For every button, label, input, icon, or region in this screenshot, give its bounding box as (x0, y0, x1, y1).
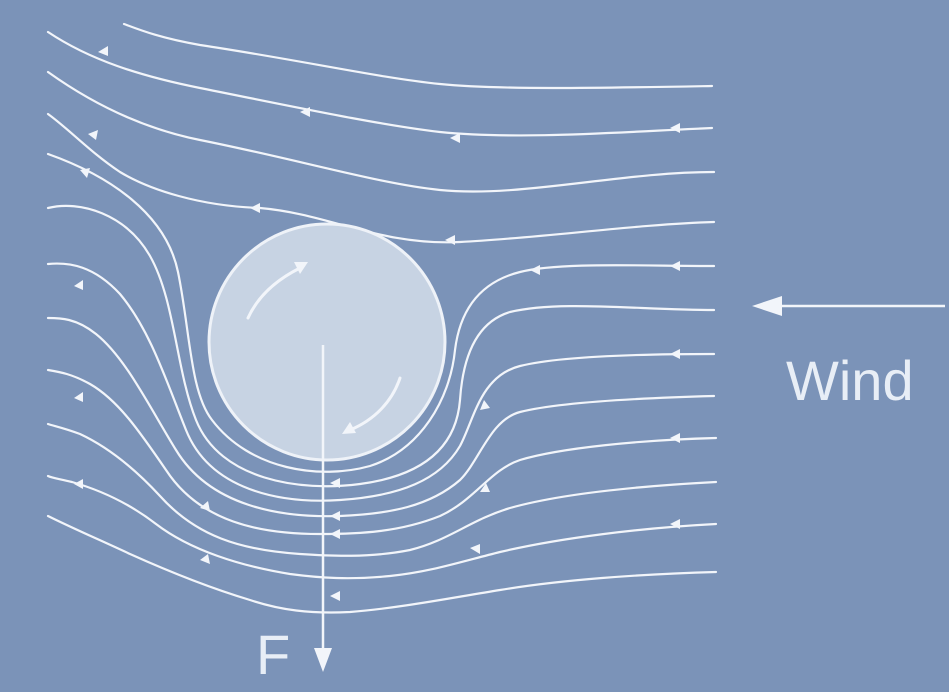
wind-arrowhead-icon (752, 296, 782, 316)
streamline (46, 152, 716, 473)
flow-arrow-icon (470, 544, 480, 554)
spinning-ball (207, 222, 447, 462)
streamline (122, 22, 714, 90)
spin-arrow-upper-icon (246, 266, 302, 320)
streamline (46, 204, 716, 488)
streamline (46, 112, 716, 244)
force-arrow (314, 345, 332, 672)
flow-arrow-icon (670, 123, 680, 133)
flow-arrow-icon (670, 349, 680, 359)
streamline (46, 422, 718, 557)
flow-arrow-icon (670, 519, 680, 529)
spin-arrow-lower-icon (348, 376, 402, 432)
wind-label: Wind (786, 349, 914, 412)
spin-arrowhead-upper-icon (294, 262, 308, 274)
streamline (46, 70, 716, 193)
flow-arrow-icon (98, 46, 108, 56)
flow-arrow-icon (670, 433, 680, 443)
wind-arrow (752, 296, 945, 316)
flow-arrow-icon (330, 511, 340, 521)
flow-arrow-icon (330, 529, 340, 539)
flow-arrow-icon (445, 235, 455, 245)
flow-arrow-icon (200, 501, 210, 511)
flow-arrow-icon (74, 479, 83, 489)
flow-direction-arrows (74, 46, 680, 601)
flow-arrow-icon (480, 400, 490, 410)
flow-arrow-icon (80, 168, 90, 178)
flow-arrow-icon (74, 280, 83, 290)
force-arrowhead-icon (314, 648, 332, 672)
force-label: F (256, 623, 290, 686)
flow-arrow-icon (250, 203, 260, 213)
streamline (46, 474, 718, 580)
flow-arrow-icon (200, 554, 210, 564)
streamline (46, 30, 714, 137)
flow-arrow-icon (480, 483, 490, 492)
flow-arrow-icon (330, 591, 340, 601)
ball-icon (207, 222, 447, 462)
flow-arrow-icon (670, 261, 680, 271)
flow-arrow-icon (74, 392, 83, 402)
spin-arrowhead-lower-icon (342, 422, 356, 434)
flow-arrow-icon (330, 478, 340, 488)
streamline (46, 316, 716, 518)
flow-arrow-icon (450, 133, 460, 143)
streamline (46, 262, 716, 502)
flow-arrow-icon (88, 130, 98, 140)
flow-arrow-icon (530, 265, 540, 275)
flow-arrow-icon (300, 107, 310, 117)
